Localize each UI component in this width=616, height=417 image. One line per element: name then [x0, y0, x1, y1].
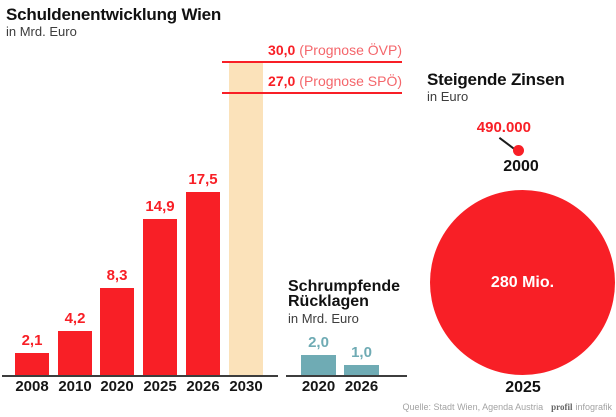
- bar-value-2008: 2,1: [21, 332, 43, 349]
- small-bubble-value: 490.000: [476, 119, 531, 136]
- main-chart-title: Schuldenentwicklung Wien: [6, 5, 222, 24]
- reserves-value-2026: 1,0: [351, 344, 372, 361]
- bar-2030: [229, 61, 263, 375]
- reserves-bar-2020: [301, 355, 336, 375]
- prognosis-value-1: 27,0: [268, 73, 296, 89]
- reserves-bar-2026: [344, 365, 379, 375]
- bar-2010: [58, 331, 92, 375]
- source-brand-suffix: infografik: [575, 402, 612, 412]
- small-bubble: [513, 145, 524, 156]
- interest-chart-title: Steigende Zinsen: [427, 70, 565, 89]
- bar-2025: [143, 219, 177, 375]
- reserves-chart-axis: [286, 375, 407, 377]
- bar-2026: [186, 192, 220, 375]
- prognosis-text-0: (Prognose ÖVP): [299, 42, 402, 58]
- prognosis-label-1: 27,0 (Prognose SPÖ): [222, 73, 402, 90]
- interest-chart-subtitle: in Euro: [427, 89, 469, 104]
- prognosis-label-0: 30,0 (Prognose ÖVP): [222, 42, 402, 59]
- x-label-2025: 2025: [143, 378, 177, 395]
- debt-chart-axis: [2, 375, 278, 377]
- source-text: Quelle: Stadt Wien, Agenda Austria: [402, 402, 544, 412]
- prognosis-value-0: 30,0: [268, 42, 296, 58]
- reserves-chart-subtitle: in Mrd. Euro: [288, 311, 359, 326]
- large-bubble-value: 280 Mio.: [490, 273, 555, 291]
- main-chart-subtitle: in Mrd. Euro: [6, 24, 77, 39]
- reserves-value-2020: 2,0: [308, 334, 329, 351]
- source-brand: profil: [551, 402, 573, 412]
- reserves-title-line2: Rücklagen: [288, 293, 369, 310]
- large-bubble: 280 Mio.: [430, 190, 615, 375]
- x-label-2026: 2026: [186, 378, 220, 395]
- reserves-chart-title: Schrumpfende Rücklagen: [288, 278, 401, 310]
- bar-2020: [100, 288, 134, 375]
- bar-value-2010: 4,2: [64, 310, 86, 327]
- x-label-2008: 2008: [15, 378, 49, 395]
- x-label-2020: 2020: [100, 378, 134, 395]
- source-line: Quelle: Stadt Wien, Agenda Austria profil…: [403, 402, 612, 412]
- prognosis-line-0: [222, 61, 402, 63]
- reserves-x-label-2026: 2026: [344, 378, 379, 395]
- x-label-2030: 2030: [229, 378, 263, 395]
- bar-2008: [15, 353, 49, 375]
- prognosis-line-1: [222, 92, 402, 94]
- bar-value-2026: 17,5: [188, 171, 218, 188]
- prognosis-text-1: (Prognose SPÖ): [299, 73, 402, 89]
- reserves-x-label-2020: 2020: [301, 378, 336, 395]
- small-bubble-year: 2000: [503, 158, 539, 175]
- large-bubble-year: 2025: [505, 379, 541, 396]
- reserves-title-line1: Schrumpfende: [288, 278, 401, 295]
- x-label-2010: 2010: [58, 378, 92, 395]
- bar-value-2025: 14,9: [145, 198, 175, 215]
- bar-value-2020: 8,3: [106, 267, 128, 284]
